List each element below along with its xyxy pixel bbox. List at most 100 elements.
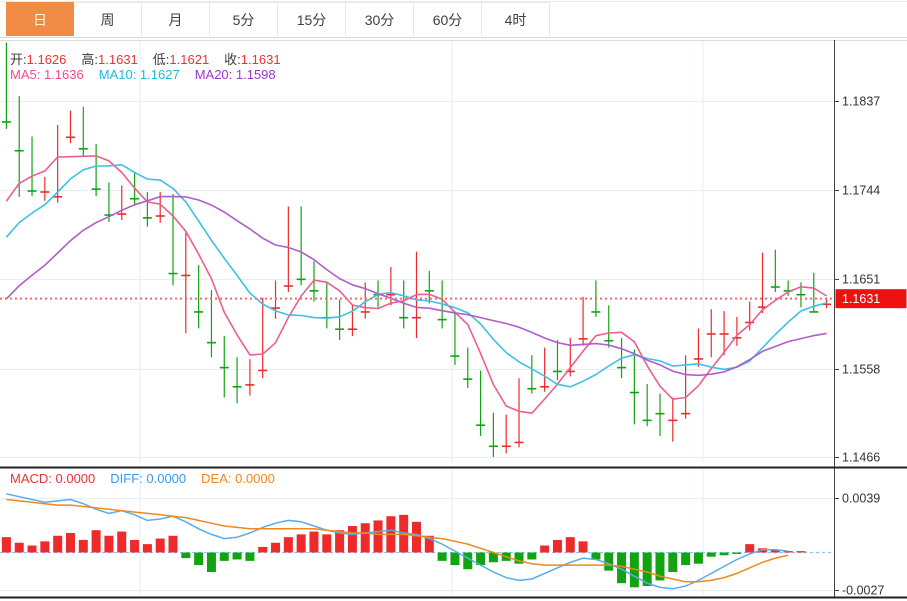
macd-bar (565, 537, 575, 553)
macd-bar (514, 552, 524, 564)
candle-body (770, 286, 780, 288)
macd-bar (463, 552, 473, 570)
candle-body (629, 391, 639, 394)
candle-body (604, 339, 614, 342)
candle-body (399, 316, 409, 319)
macd-bar (309, 531, 319, 553)
candle-body (437, 318, 447, 321)
candle-body (706, 333, 716, 335)
candle-body (655, 412, 665, 415)
candle-body (476, 424, 486, 426)
legend-item: 收:1.1631 (224, 52, 281, 67)
candle-body (53, 195, 63, 198)
macd-bar (437, 552, 447, 561)
macd-bar (347, 526, 357, 553)
candle-body (142, 217, 152, 219)
tab-4hour[interactable]: 4时 (482, 2, 550, 36)
macd-bar (360, 523, 370, 553)
macd-bar (271, 542, 281, 553)
candle-body (693, 358, 703, 360)
macd-bar (476, 552, 486, 566)
candle-body (758, 306, 768, 308)
tab-15min[interactable]: 15分 (278, 2, 346, 36)
macd-bar (258, 546, 268, 553)
macd-bar (168, 535, 178, 553)
macd-bar (322, 534, 332, 553)
candle-body (783, 290, 793, 292)
tab-5min[interactable]: 5分 (210, 2, 278, 36)
candle-body (130, 197, 140, 200)
legend-item: 低:1.1621 (152, 52, 210, 67)
candle-body (309, 290, 319, 292)
macd-bar (527, 552, 537, 560)
tab-day[interactable]: 日 (6, 2, 74, 36)
macd-bar (591, 552, 601, 560)
ma10-line (5, 163, 827, 388)
candle-body (822, 303, 832, 306)
candle-body (565, 370, 575, 373)
price-axis-label: 1.1466 (842, 451, 880, 465)
macd-bar (232, 552, 242, 560)
macd-bar (783, 551, 793, 553)
candle-body (642, 419, 652, 422)
candle-body (578, 338, 588, 340)
macd-bar (796, 551, 806, 553)
last-price-box (835, 289, 907, 309)
macd-bar (14, 542, 24, 553)
candle-body (194, 311, 204, 313)
macd-bar (27, 545, 37, 553)
candle-body (552, 370, 562, 373)
candle-body (78, 148, 88, 150)
macd-bar (65, 532, 75, 553)
legend-item: DIFF: 0.0000 (110, 471, 187, 486)
page-top-border (0, 1, 907, 2)
macd-bar (219, 552, 229, 561)
macd-bar (78, 539, 88, 553)
macd-bar (655, 552, 665, 581)
dea-line (6, 498, 789, 583)
candle-body (104, 214, 114, 216)
macd-bar (130, 539, 140, 553)
candle-body (65, 136, 75, 139)
candle-body (232, 385, 242, 388)
macd-bar (732, 552, 742, 554)
legend-item: MA20: 1.1598 (194, 67, 276, 82)
candle-body (424, 290, 434, 292)
candle-body (283, 285, 293, 287)
macd-bar (283, 537, 293, 553)
candle-body (296, 278, 306, 281)
macd-bar (693, 552, 703, 564)
candle-body (245, 384, 255, 386)
macd-bar (450, 552, 460, 566)
tab-month[interactable]: 月 (142, 2, 210, 36)
candle-body (168, 272, 178, 275)
macd-bar (424, 535, 434, 553)
tab-60min[interactable]: 60分 (414, 2, 482, 36)
candle-body (488, 445, 498, 448)
macd-bar (412, 521, 421, 553)
candle-body (360, 311, 370, 313)
macd-bar (552, 539, 562, 553)
candle-body (745, 321, 755, 324)
price-axis-label: 1.1837 (842, 95, 880, 109)
diff-line (6, 493, 789, 590)
macd-bar (91, 530, 101, 553)
macd-bar (206, 552, 216, 573)
macd-bar (104, 535, 114, 553)
candle-body (463, 378, 473, 380)
legend-item: MA10: 1.1627 (98, 67, 180, 82)
macd-bar (706, 552, 716, 557)
candle-body (181, 274, 191, 277)
tab-30min[interactable]: 30分 (346, 2, 414, 36)
candle-body (732, 337, 742, 339)
macd-bar (245, 552, 255, 561)
legend-item: MACD: 0.0000 (10, 471, 96, 486)
price-axis-label: 1.1744 (842, 184, 880, 198)
macd-bar (719, 552, 729, 556)
macd-bar (642, 552, 652, 586)
macd-bar (40, 541, 50, 553)
candle-body (450, 355, 460, 357)
tab-week[interactable]: 周 (74, 2, 142, 36)
candle-body (258, 369, 268, 372)
